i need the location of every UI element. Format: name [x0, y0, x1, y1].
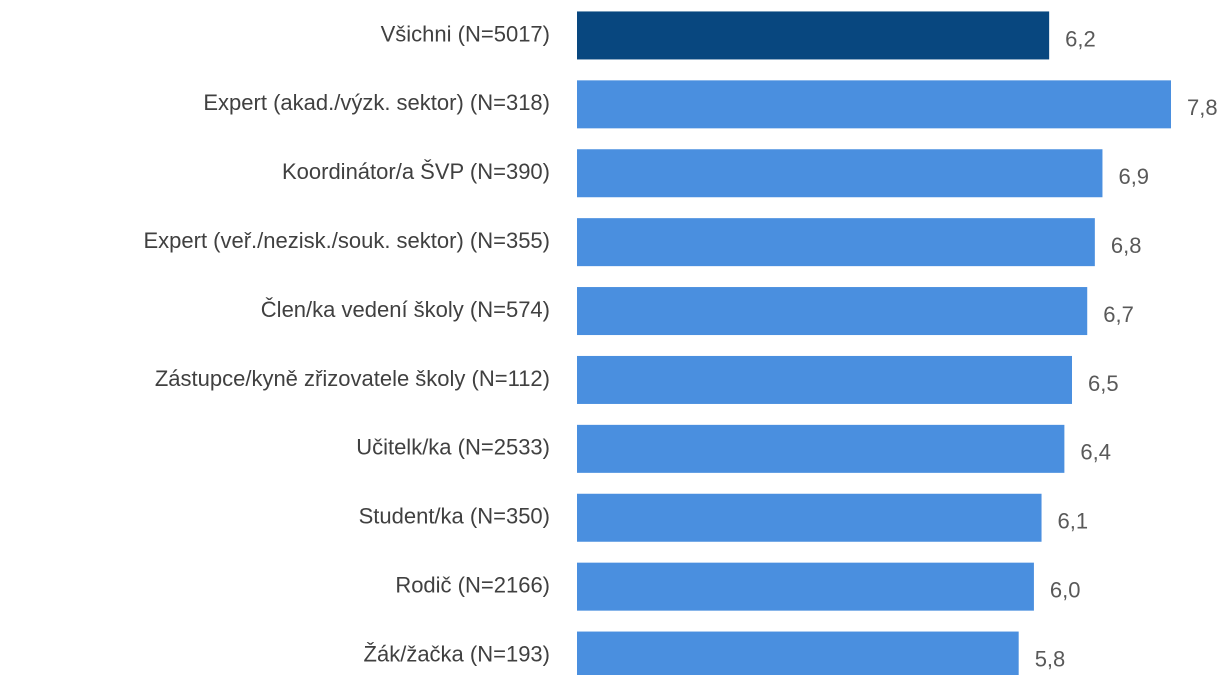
category-label: Zástupce/kyně zřizovatele školy (N=112) [155, 366, 550, 391]
category-label: Učitelk/ka (N=2533) [356, 435, 550, 460]
bar [577, 11, 1050, 60]
value-label: 7,8 [1187, 95, 1218, 120]
category-label: Všichni (N=5017) [381, 21, 550, 46]
value-label: 5,8 [1035, 646, 1066, 671]
value-label: 6,4 [1080, 440, 1111, 465]
bar [577, 80, 1171, 129]
category-label: Expert (veř./nezisk./souk. sektor) (N=35… [143, 228, 550, 253]
value-label: 6,7 [1103, 302, 1134, 327]
value-label: 6,8 [1111, 233, 1142, 258]
category-label: Student/ka (N=350) [359, 504, 550, 529]
bar [577, 562, 1034, 611]
value-label: 6,1 [1058, 509, 1089, 534]
bar [577, 493, 1042, 542]
bar [577, 218, 1095, 267]
value-label: 6,2 [1065, 26, 1096, 51]
bar [577, 355, 1072, 404]
category-label: Rodič (N=2166) [395, 572, 550, 597]
category-label: Žák/žačka (N=193) [364, 641, 550, 666]
category-label: Expert (akad./výzk. sektor) (N=318) [203, 90, 550, 115]
bar [577, 424, 1065, 473]
value-label: 6,9 [1118, 164, 1149, 189]
bar [577, 631, 1019, 675]
bar [577, 287, 1088, 336]
bar [577, 149, 1103, 198]
category-label: Koordinátor/a ŠVP (N=390) [282, 159, 550, 184]
value-label: 6,0 [1050, 577, 1081, 602]
category-label: Člen/ka vedení školy (N=574) [261, 297, 550, 322]
value-label: 6,5 [1088, 371, 1119, 396]
